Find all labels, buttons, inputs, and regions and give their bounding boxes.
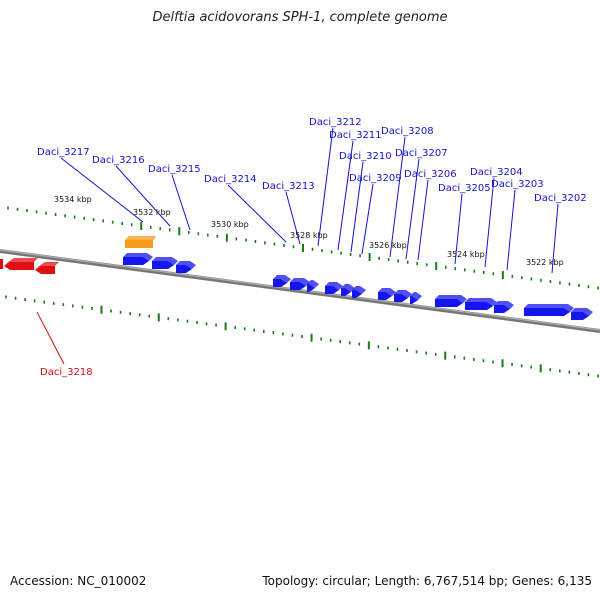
label-leader-line (337, 140, 354, 251)
forward-gene-arrow[interactable] (123, 257, 149, 265)
forward-gene-arrow[interactable] (378, 292, 392, 300)
scale-label: 3528 kbp (290, 231, 328, 240)
label-leader-line (317, 127, 334, 247)
gene-label[interactable]: Daci_3215 (148, 164, 201, 175)
reverse-gene-arrow[interactable] (0, 259, 3, 269)
label-leader-line (361, 183, 374, 255)
accession-text: Accession: NC_010002 (10, 574, 147, 588)
gene-label[interactable]: Daci_3213 (262, 181, 315, 192)
gene-features (0, 236, 593, 320)
label-leader-line (389, 136, 406, 258)
gene-label[interactable]: Daci_3216 (92, 155, 145, 166)
forward-gene-arrow-bevel (410, 292, 422, 300)
label-leader-line (350, 161, 364, 253)
scale-label: 3534 kbp (54, 195, 92, 204)
forward-gene-arrow-bevel (378, 288, 396, 296)
label-leader-line (417, 179, 429, 261)
forward-gene-arrow[interactable] (352, 290, 362, 298)
label-leader-line (551, 203, 559, 274)
scale-label: 3522 kbp (526, 258, 564, 267)
label-leader-line (506, 189, 516, 271)
forward-gene-arrow-bevel (352, 286, 366, 294)
label-leader-line (115, 165, 171, 227)
label-leader-line (454, 193, 463, 265)
label-leader-line (171, 174, 191, 231)
scale-label: 3524 kbp (447, 250, 485, 259)
scale-labels: 3534 kbp 3532 kbp 3530 kbp 3528 kbp 3526 kbp… (54, 195, 564, 267)
forward-gene-arrow-bevel (325, 282, 343, 290)
gene-label[interactable]: Daci_3214 (204, 174, 257, 185)
gene-label[interactable]: Daci_3204 (470, 167, 523, 178)
scale-label: 3532 kbp (133, 208, 171, 217)
label-leader-line (227, 184, 287, 243)
highlight-gene-block[interactable] (125, 240, 153, 248)
gene-label[interactable]: Daci_3203 (491, 179, 544, 190)
label-leader-line (484, 177, 495, 268)
label-leader-line (60, 157, 144, 223)
genome-summary-text: Topology: circular; Length: 6,767,514 bp… (262, 574, 592, 588)
reverse-gene-arrow[interactable] (4, 262, 34, 270)
gene-label[interactable]: Daci_3207 (395, 148, 448, 159)
forward-gene-arrow[interactable] (410, 296, 418, 304)
gene-label[interactable]: Daci_3202 (534, 193, 587, 204)
forward-gene-arrow[interactable] (307, 284, 315, 292)
highlight-gene-bevel (125, 236, 156, 240)
forward-gene-arrow[interactable] (152, 261, 174, 269)
forward-gene-arrow-bevel (307, 280, 319, 288)
reverse-gene-arrow[interactable] (35, 266, 55, 274)
label-leader-line (36, 311, 65, 365)
gene-label[interactable]: Daci_3210 (339, 151, 392, 162)
label-leader-line (405, 158, 420, 260)
forward-gene-arrow[interactable] (341, 288, 351, 296)
forward-gene-arrow[interactable] (524, 308, 570, 316)
forward-gene-arrow[interactable] (435, 299, 463, 307)
forward-gene-arrow-bevel (273, 275, 291, 283)
upper-scale-ticks (7, 206, 599, 290)
genome-title: Delftia acidovorans SPH-1, complete geno… (152, 10, 448, 25)
forward-gene-arrow[interactable] (465, 302, 493, 310)
genome-backbone (0, 249, 600, 333)
forward-gene-arrow[interactable] (290, 282, 306, 290)
gene-label[interactable]: Daci_3211 (329, 130, 382, 141)
forward-gene-arrow[interactable] (494, 305, 510, 313)
gene-label[interactable]: Daci_3208 (381, 126, 434, 137)
forward-gene-arrow[interactable] (325, 286, 339, 294)
scale-label: 3526 kbp (369, 241, 407, 250)
gene-label[interactable]: Daci_3218 (40, 367, 93, 378)
forward-gene-arrow-bevel (394, 290, 412, 298)
scale-label: 3530 kbp (211, 220, 249, 229)
forward-gene-arrow[interactable] (176, 265, 192, 273)
forward-gene-arrow[interactable] (394, 294, 408, 302)
forward-gene-arrow[interactable] (273, 279, 287, 287)
lower-scale-ticks (5, 295, 599, 378)
gene-label[interactable]: Daci_3209 (349, 173, 402, 184)
forward-gene-arrow[interactable] (571, 312, 589, 320)
label-leader-line (285, 191, 301, 245)
gene-label[interactable]: Daci_3206 (404, 169, 457, 180)
label-leader-lines (36, 127, 559, 365)
gene-label[interactable]: Daci_3217 (37, 147, 90, 158)
forward-gene-arrow-bevel (341, 284, 355, 292)
gene-label[interactable]: Daci_3205 (438, 183, 491, 194)
gene-label[interactable]: Daci_3212 (309, 117, 362, 128)
